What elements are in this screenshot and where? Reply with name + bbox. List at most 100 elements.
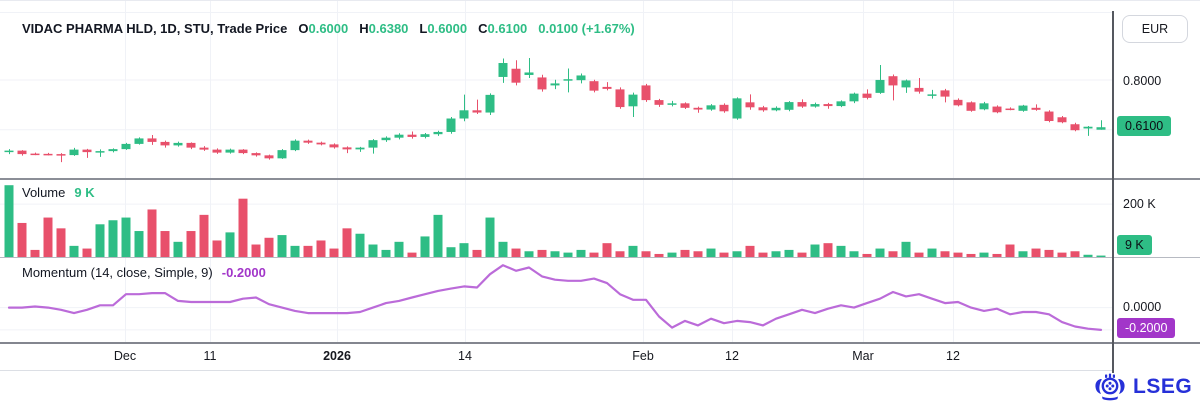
close-value: 0.6100 [487,21,528,36]
volume-label: Volume [22,185,66,200]
volume-bar [186,231,196,258]
candle-body [940,90,950,97]
volume-bar [199,214,209,258]
volume-bar [693,251,703,258]
candle-body [537,77,547,90]
volume-bar [43,217,53,258]
candle-body [446,118,456,132]
candle-body [680,103,690,108]
currency-button[interactable]: EUR [1122,15,1188,43]
candle-body [654,100,664,105]
x-axis-label: Mar [852,349,874,363]
x-axis-label: 14 [458,349,472,363]
volume-bar [784,249,794,258]
volume-bar [121,217,131,258]
volume-bar [82,248,92,258]
candle-body [368,140,378,148]
x-axis-label: Feb [632,349,654,363]
candle-body [485,94,495,113]
candle-body [498,63,508,77]
candle-body [862,93,872,98]
volume-bar [979,252,989,258]
last-volume-badge: 9 K [1117,235,1152,255]
last-price-badge: 0.6100 [1117,116,1172,136]
candle-body [4,150,14,153]
volume-bar [732,251,742,258]
x-axis-label: Dec [113,349,137,363]
high-value: 0.6380 [368,21,409,36]
candle-body [108,149,118,152]
candle-body [17,150,27,155]
candle-body [693,107,703,110]
volume-bar [1083,254,1093,258]
volume-bar [1096,255,1106,258]
last-momentum-badge: -0.2000 [1117,318,1176,338]
candle-body [433,131,443,135]
momentum-legend[interactable]: Momentum (14, close, Simple, 9) -0.2000 [22,265,266,280]
candle-body [212,149,222,153]
time-scale[interactable]: Dec 11 2026 14 Feb 12 Mar 12 [0,344,1113,370]
volume-bar [342,228,352,258]
lseg-logo-text: LSEG [1133,375,1193,398]
candle-body [1096,127,1106,130]
volume-bar [966,253,976,258]
price-scale[interactable]: EUR 0.8000 0.6100 200 K 9 K 0.0000 -0.20… [1114,1,1200,371]
volume-bar [680,249,690,258]
volume-bar [771,251,781,258]
volume-bar [927,248,937,258]
symbol-legend[interactable]: VIDAC PHARMA HLD, 1D, STU, Trade Price O0… [22,21,635,36]
volume-bar [602,243,612,258]
pane-separator[interactable] [0,178,1200,180]
candle-body [823,104,833,107]
lseg-logo[interactable]: LSEG [1092,373,1192,401]
bottom-border [0,370,1113,371]
volume-bar [4,185,14,258]
volume-bar [95,224,105,258]
volume-bar [1070,251,1080,258]
candle-body [264,155,274,159]
candle-body [992,106,1002,113]
volume-bar [667,252,677,258]
price-tick-label: 0.8000 [1123,74,1162,88]
volume-bar [550,251,560,258]
candle-body [563,79,573,81]
volume-bar [1031,248,1041,258]
volume-bar [394,241,404,258]
candlestick-pane[interactable] [0,1,1113,179]
volume-bar [823,243,833,258]
volume-legend[interactable]: Volume 9 K [22,185,95,200]
candle-body [472,110,482,113]
candle-body [836,101,846,107]
candle-body [329,144,339,148]
pane-separator[interactable] [0,257,1200,258]
candle-body [1005,108,1015,111]
volume-bar [654,253,664,258]
volume-bar [290,245,300,258]
candle-body [966,102,976,111]
volume-bar [888,251,898,258]
volume-bar [134,231,144,258]
volume-bar [836,245,846,258]
volume-pane[interactable] [0,179,1113,258]
candle-body [30,153,40,156]
volume-bar [251,244,261,258]
volume-bar [745,245,755,258]
candle-body [82,149,92,153]
candle-body [615,89,625,108]
momentum-pane[interactable] [0,258,1113,342]
volume-bar [485,217,495,258]
candle-body [914,87,924,92]
volume-bar [17,222,27,258]
x-axis-label: 12 [725,349,739,363]
candle-body [303,140,313,143]
volume-bar [901,241,911,258]
volume-bar [147,209,157,258]
volume-bar [589,252,599,258]
volume-bar [849,251,859,258]
candle-body [927,94,937,96]
candle-body [459,110,469,119]
x-axis-label: 2026 [323,349,351,363]
change-value: 0.0100 (+1.67%) [538,21,635,36]
volume-bar [615,251,625,258]
